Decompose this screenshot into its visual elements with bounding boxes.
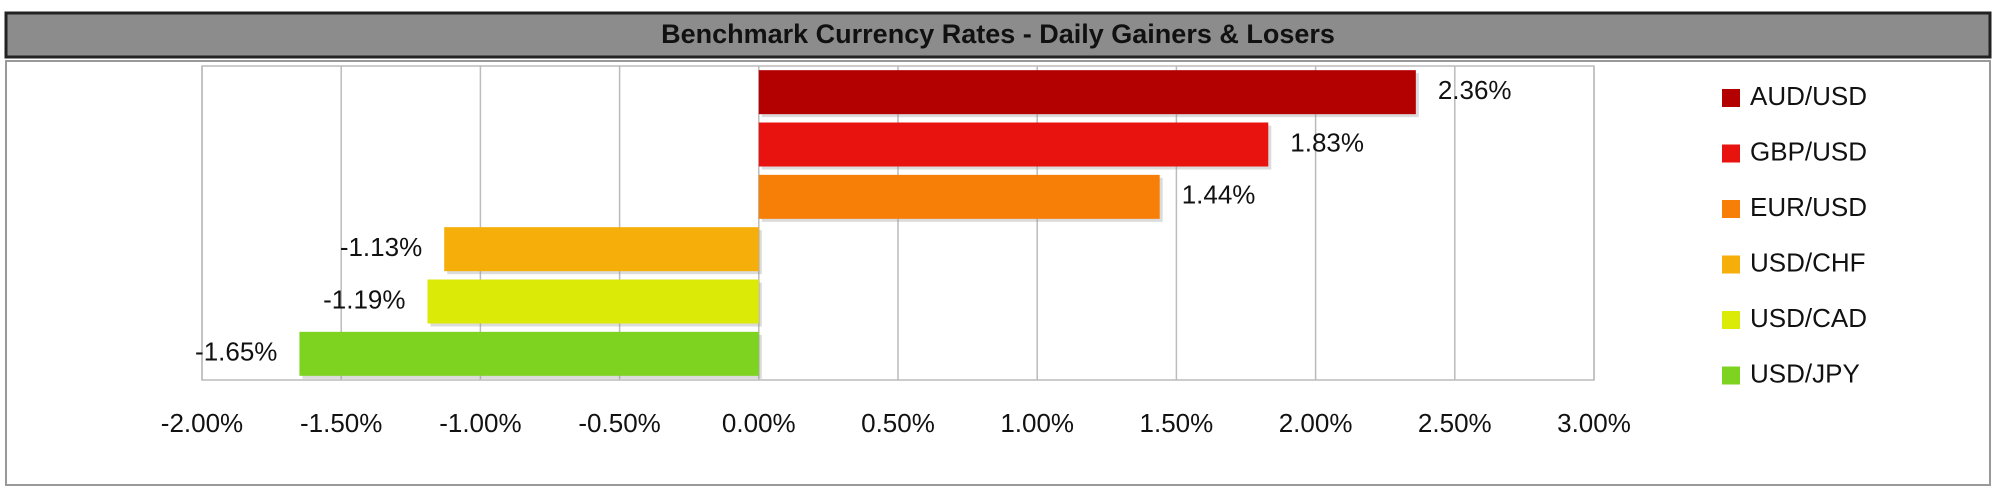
value-label: -1.13% xyxy=(340,232,422,262)
title-bar xyxy=(4,11,1992,59)
bar xyxy=(427,279,759,324)
bar xyxy=(758,122,1269,167)
legend-label: USD/CAD xyxy=(1750,303,1867,333)
chart-title: Benchmark Currency Rates - Daily Gainers… xyxy=(661,19,1335,49)
bar xyxy=(444,227,759,272)
x-tick-label: 3.00% xyxy=(1557,408,1631,438)
x-tick-label: 1.50% xyxy=(1140,408,1214,438)
legend-swatch xyxy=(1722,255,1740,274)
legend-swatch xyxy=(1722,144,1740,163)
value-label: -1.65% xyxy=(195,337,277,367)
x-tick-label: -0.50% xyxy=(578,408,660,438)
x-tick-label: 0.50% xyxy=(861,408,935,438)
value-label: -1.19% xyxy=(323,284,405,314)
x-tick-label: -1.50% xyxy=(300,408,382,438)
value-label: 1.44% xyxy=(1182,180,1256,210)
legend-label: EUR/USD xyxy=(1750,192,1867,222)
legend-label: GBP/USD xyxy=(1750,136,1867,166)
legend-label: USD/CHF xyxy=(1750,247,1866,277)
x-tick-label: -1.00% xyxy=(439,408,521,438)
bar xyxy=(299,331,759,376)
x-tick-label: -2.00% xyxy=(161,408,243,438)
value-label: 2.36% xyxy=(1438,75,1512,105)
x-tick-label: 2.50% xyxy=(1418,408,1492,438)
x-tick-label: 2.00% xyxy=(1279,408,1353,438)
legend-swatch xyxy=(1722,200,1740,218)
legend-label: AUD/USD xyxy=(1750,81,1867,111)
legend-swatch xyxy=(1722,311,1740,329)
bar xyxy=(758,174,1160,219)
value-label: 1.83% xyxy=(1290,127,1364,157)
legend-label: USD/JPY xyxy=(1750,358,1860,388)
legend-swatch xyxy=(1722,366,1740,385)
bar xyxy=(758,70,1416,115)
x-tick-label: 0.00% xyxy=(722,408,796,438)
x-tick-label: 1.00% xyxy=(1000,408,1074,438)
legend-swatch xyxy=(1722,89,1740,107)
